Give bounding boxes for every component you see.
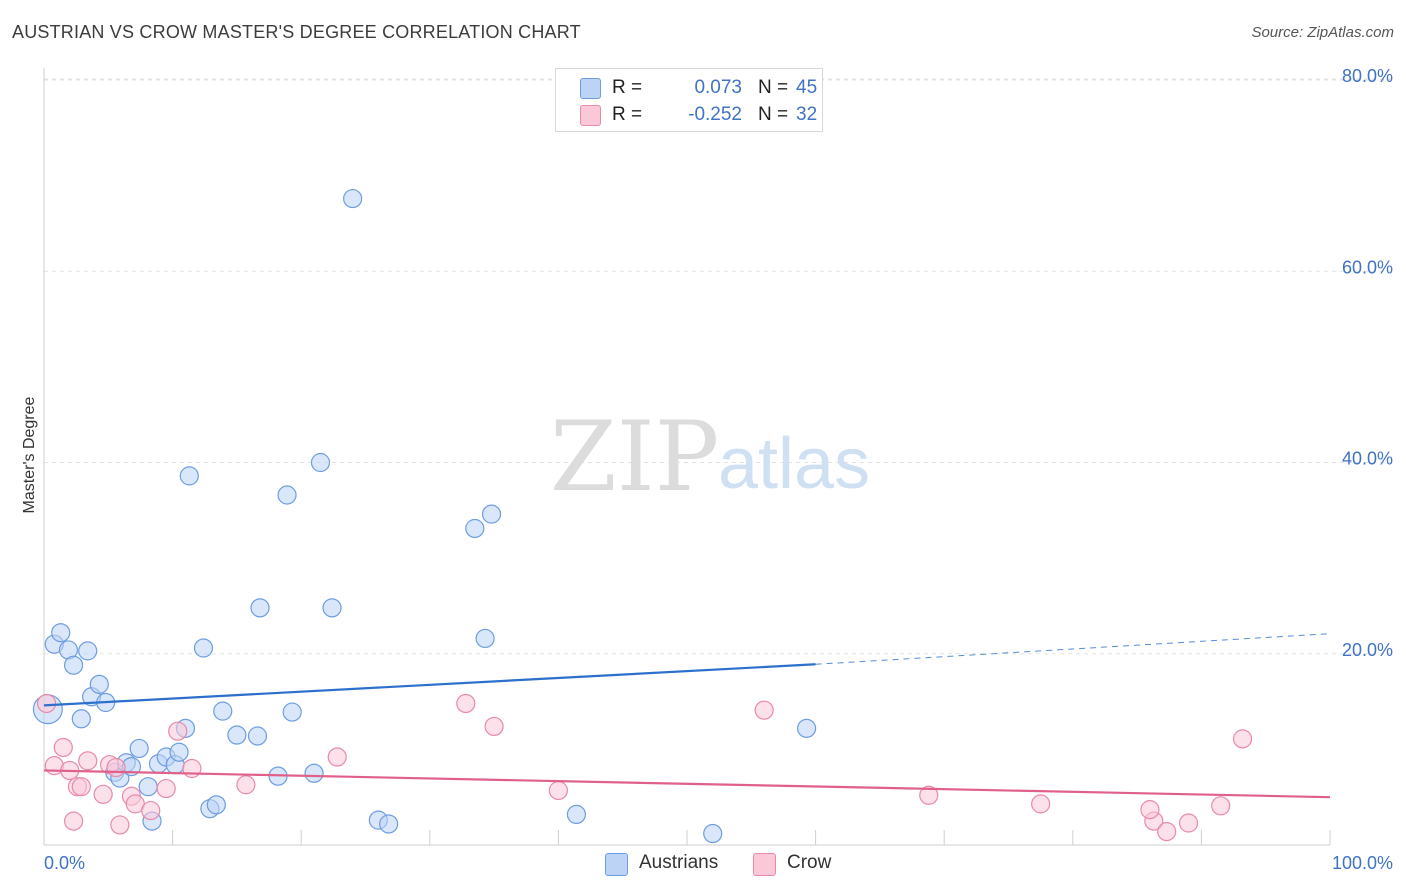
legend-swatch-austrians: [580, 78, 601, 99]
point-crow: [236, 775, 256, 795]
point-crow: [1140, 800, 1160, 820]
series-swatch-austrians: [605, 853, 628, 876]
point-austrians: [703, 823, 723, 844]
point-crow: [168, 721, 188, 741]
series-label-crow: Crow: [787, 852, 832, 873]
point-crow: [156, 778, 176, 799]
point-austrians: [465, 518, 485, 539]
point-austrians: [129, 738, 149, 759]
point-crow: [63, 811, 84, 831]
legend-n-value: 45: [796, 77, 818, 98]
point-austrians: [179, 466, 199, 486]
series-label-austrians: Austrians: [639, 852, 719, 873]
chart-title: AUSTRIAN VS CROW MASTER'S DEGREE CORRELA…: [12, 22, 581, 42]
points-layer: [32, 188, 1253, 844]
point-crow: [182, 758, 202, 779]
legend-swatch-crow: [580, 105, 601, 126]
y-tick-label: 80.0%: [1342, 66, 1393, 86]
x-tick-label-max: 100.0%: [1332, 853, 1393, 873]
trendline-austrians: [43, 663, 816, 707]
correlation-legend: R = 0.073 N = 45 R = -0.252 N = 32: [555, 68, 823, 132]
point-austrians: [475, 628, 495, 649]
point-crow: [53, 737, 73, 758]
tick-labels-layer: 20.0% 40.0% 60.0% 80.0% 0.0% 100.0%: [44, 66, 1393, 873]
point-austrians: [282, 702, 302, 722]
series-swatch-crow: [753, 853, 776, 876]
point-crow: [919, 785, 939, 805]
y-tick-label: 40.0%: [1342, 449, 1393, 469]
legend-r-value: -0.252: [688, 104, 742, 125]
trendline-crow: [43, 769, 1331, 799]
point-austrians: [71, 709, 91, 729]
point-austrians: [310, 452, 331, 473]
point-austrians: [481, 504, 502, 524]
source-label: Source: ZipAtlas.com: [1251, 24, 1394, 41]
point-austrians: [89, 674, 109, 694]
y-tick-label: 60.0%: [1342, 257, 1393, 277]
point-crow: [71, 777, 91, 797]
point-austrians: [566, 804, 587, 825]
point-crow: [1157, 822, 1177, 842]
point-crow: [110, 815, 130, 835]
point-austrians: [51, 623, 71, 643]
point-crow: [754, 700, 774, 720]
legend-r-label: R =: [612, 104, 643, 125]
point-crow: [1178, 813, 1199, 833]
point-austrians: [250, 598, 270, 618]
trendlines-layer: [43, 633, 1331, 799]
trendline-extension-austrians: [815, 633, 1331, 665]
point-austrians: [277, 485, 297, 505]
legend-n-label: N =: [758, 77, 789, 98]
watermark-zip: ZIP: [550, 401, 719, 513]
grid-layer: [44, 78, 1392, 655]
point-crow: [1232, 729, 1253, 749]
point-austrians: [796, 718, 817, 738]
point-crow: [327, 747, 347, 767]
point-austrians: [247, 726, 268, 746]
point-austrians: [343, 188, 363, 209]
point-austrians: [169, 742, 189, 762]
point-crow: [548, 780, 569, 801]
point-austrians: [206, 795, 226, 815]
point-austrians: [379, 814, 399, 834]
legend-r-value: 0.073: [694, 77, 742, 98]
y-axis-label: Master's Degree: [21, 396, 38, 513]
y-tick-label: 20.0%: [1342, 640, 1393, 660]
point-austrians: [322, 598, 342, 618]
point-crow: [93, 784, 113, 804]
point-crow: [484, 716, 504, 737]
point-crow: [36, 693, 57, 714]
legend-n-value: 32: [796, 104, 818, 125]
point-austrians: [213, 701, 233, 721]
x-tick-label-min: 0.0%: [44, 853, 85, 873]
point-crow: [456, 693, 476, 714]
point-crow: [106, 757, 126, 778]
legend-r-label: R =: [612, 77, 643, 98]
point-austrians: [63, 655, 84, 675]
point-crow: [78, 751, 98, 771]
watermark-atlas: atlas: [718, 424, 870, 504]
point-austrians: [227, 725, 247, 745]
point-austrians: [304, 763, 324, 783]
point-crow: [1211, 796, 1231, 816]
point-austrians: [138, 777, 158, 797]
point-crow: [1031, 794, 1051, 814]
watermark: ZIP atlas: [550, 401, 870, 513]
point-austrians: [193, 638, 214, 658]
point-crow: [141, 800, 161, 821]
point-austrians: [78, 641, 98, 661]
legend-n-label: N =: [758, 104, 789, 125]
